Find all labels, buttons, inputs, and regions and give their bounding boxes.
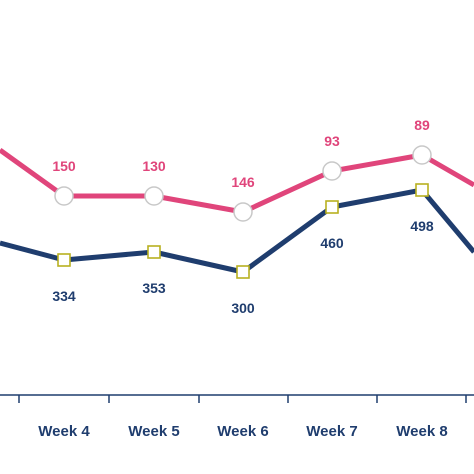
data-label-navy: 353 (142, 280, 166, 296)
x-tick-label: Week 6 (217, 423, 268, 440)
data-label-pink: 146 (231, 174, 255, 190)
x-tick-label: Week 5 (128, 423, 179, 440)
data-label-pink: 130 (142, 158, 166, 174)
data-label-pink: 150 (52, 158, 76, 174)
x-axis (0, 394, 474, 403)
data-point-pink (412, 145, 432, 165)
data-label-pink: 93 (324, 133, 340, 149)
data-point-pink (233, 202, 253, 222)
x-tick-label: Week 7 (306, 423, 357, 440)
data-point-pink (322, 161, 342, 181)
data-label-navy: 334 (52, 288, 76, 304)
x-tick-labels: Week 4 Week 5 Week 6 Week 7 Week 8 (38, 423, 447, 440)
data-point-navy (325, 200, 339, 214)
data-label-pink: 89 (414, 117, 430, 133)
x-tick-label: Week 4 (38, 423, 90, 440)
data-point-navy (147, 245, 161, 259)
data-point-navy (415, 183, 429, 197)
data-label-navy: 300 (231, 300, 255, 316)
data-point-pink (54, 186, 74, 206)
data-point-pink (144, 186, 164, 206)
data-point-navy (57, 253, 71, 267)
x-tick-label: Week 8 (396, 423, 447, 440)
data-label-navy: 460 (320, 235, 344, 251)
data-point-navy (236, 265, 250, 279)
data-labels: 150 130 146 93 89 334 353 300 460 498 (52, 117, 434, 316)
series-layer (0, 145, 474, 279)
data-label-navy: 498 (410, 218, 434, 234)
